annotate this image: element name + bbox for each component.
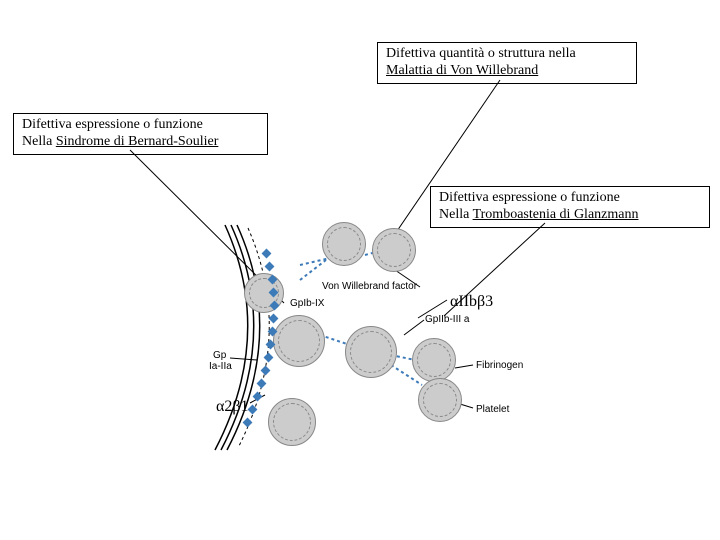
collagen-square bbox=[269, 314, 279, 324]
callout-top: Difettiva quantità o struttura nella Mal… bbox=[377, 42, 637, 84]
platelet bbox=[412, 338, 456, 382]
collagen-square bbox=[264, 353, 274, 363]
label-gpiaiia-2: Ia-IIa bbox=[209, 361, 232, 372]
collagen-square bbox=[243, 418, 253, 428]
platelet bbox=[268, 398, 316, 446]
callout-right-line1: Difettiva espressione o funzione bbox=[439, 190, 701, 207]
label-alphaIIbbeta3: αΙΙbβ3 bbox=[450, 293, 493, 311]
collagen-square bbox=[261, 366, 271, 376]
label-gpiibiiia: GpIIb-III a bbox=[425, 314, 469, 325]
callout-right-line2: Nella Tromboastenia di Glanzmann bbox=[439, 207, 701, 224]
platelet bbox=[372, 228, 416, 272]
platelet bbox=[322, 222, 366, 266]
callout-top-line2: Malattia di Von Willebrand bbox=[386, 63, 628, 80]
platelet bbox=[244, 273, 284, 313]
platelet bbox=[273, 315, 325, 367]
callout-right: Difettiva espressione o funzione Nella T… bbox=[430, 186, 710, 228]
label-fibrinogen: Fibrinogen bbox=[476, 360, 523, 371]
collagen-square bbox=[248, 405, 258, 415]
label-gpib: GpIb-IX bbox=[290, 298, 324, 309]
label-vwf: Von Willebrand factor bbox=[322, 281, 417, 292]
label-alpha2beta1: α2β1 bbox=[216, 398, 249, 416]
callout-left-line2: Nella Sindrome di Bernard-Soulier bbox=[22, 134, 259, 151]
label-platelet: Platelet bbox=[476, 404, 509, 415]
collagen-square bbox=[257, 379, 267, 389]
collagen-square bbox=[262, 249, 272, 259]
callout-left: Difettiva espressione o funzione Nella S… bbox=[13, 113, 268, 155]
collagen-square bbox=[253, 392, 263, 402]
collagen-square bbox=[265, 262, 275, 272]
platelet bbox=[345, 326, 397, 378]
platelet bbox=[418, 378, 462, 422]
label-gpiaiia-1: Gp bbox=[213, 350, 226, 361]
callout-top-line1: Difettiva quantità o struttura nella bbox=[386, 46, 628, 63]
callout-left-line1: Difettiva espressione o funzione bbox=[22, 117, 259, 134]
